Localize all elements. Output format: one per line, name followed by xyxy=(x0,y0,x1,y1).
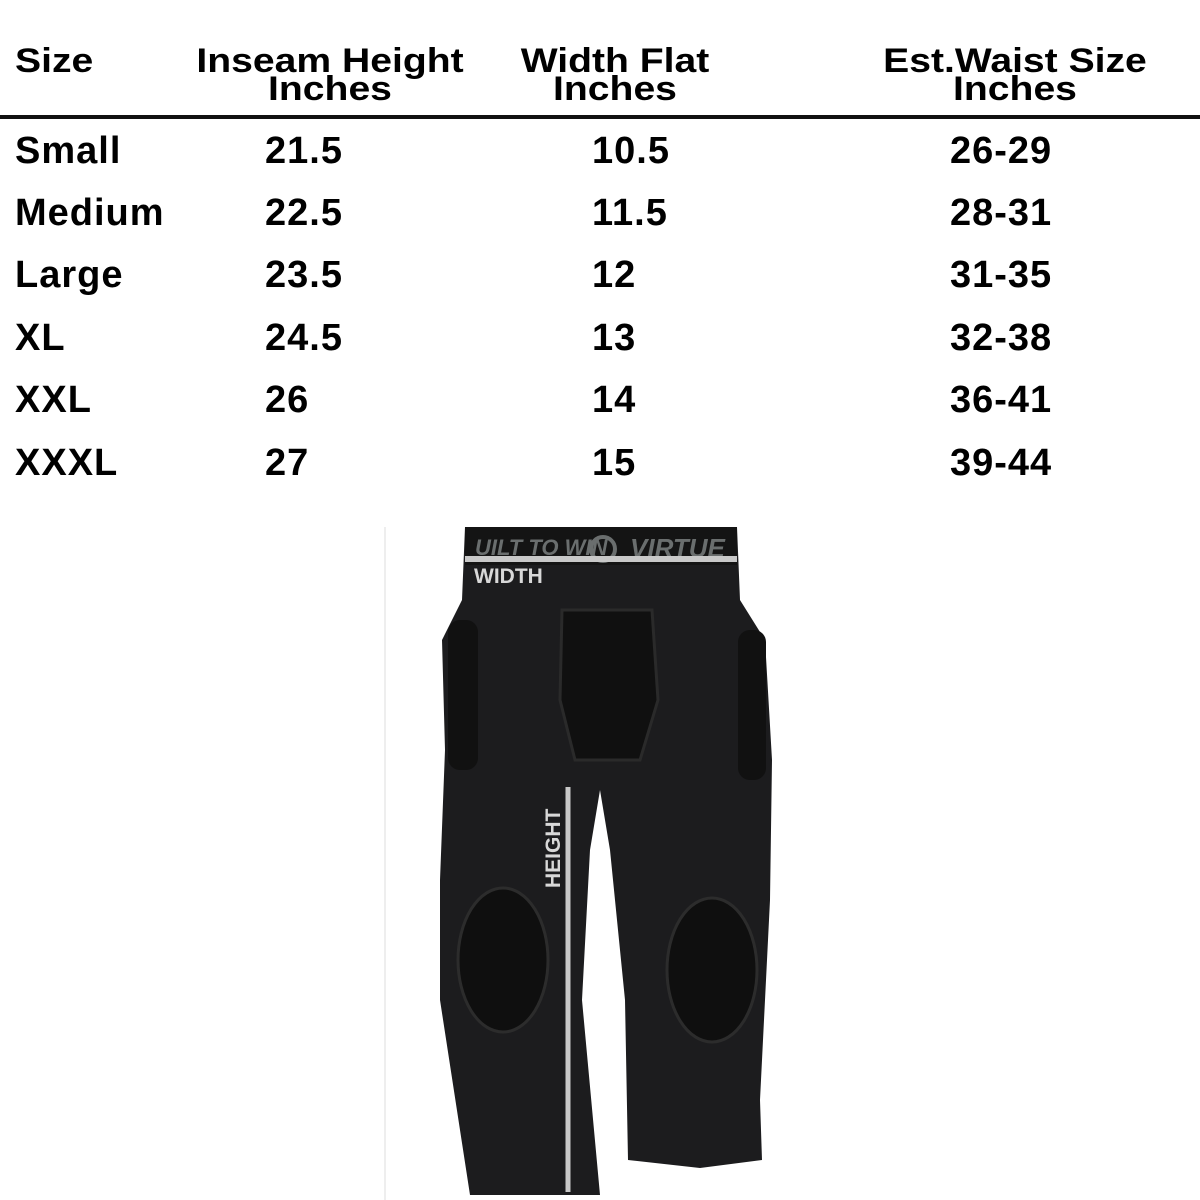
header-size: Size xyxy=(15,44,93,78)
compression-pants: UILT TO WIN VIRTUE xyxy=(440,527,772,1195)
size-cell: Medium xyxy=(15,192,165,234)
header-waist: Est.Waist Size Inches xyxy=(848,42,1182,108)
header-divider xyxy=(0,115,1200,119)
header-unit: Inches xyxy=(953,70,1077,108)
inseam-cell: 23.5 xyxy=(265,254,343,296)
width-cell: 12 xyxy=(592,254,637,296)
width-cell: 10.5 xyxy=(592,130,670,172)
right-hip-pad xyxy=(738,630,766,780)
header-unit: Inches xyxy=(553,70,677,108)
size-cell: Large xyxy=(15,254,124,296)
width-cell: 15 xyxy=(592,442,637,484)
header-label: Width Flat xyxy=(520,42,710,80)
inseam-cell: 26 xyxy=(265,379,310,421)
header-inseam: Inseam Height Inches xyxy=(169,42,491,108)
header-unit: Inches xyxy=(268,70,392,108)
waistband-text: UILT TO WIN xyxy=(475,535,608,560)
width-cell: 14 xyxy=(592,379,637,421)
size-cell: XL xyxy=(15,317,66,359)
size-cell: XXL xyxy=(15,379,92,421)
header-width: Width Flat Inches xyxy=(483,42,748,108)
width-cell: 13 xyxy=(592,317,637,359)
inseam-cell: 21.5 xyxy=(265,130,343,172)
waist-cell: 28-31 xyxy=(950,192,1053,234)
header-label: Size xyxy=(15,42,94,80)
size-cell: Small xyxy=(15,130,122,172)
right-knee-pad xyxy=(665,896,759,1044)
left-knee-pad xyxy=(456,886,550,1034)
inseam-cell: 24.5 xyxy=(265,317,343,359)
waist-cell: 39-44 xyxy=(950,442,1053,484)
header-label: Inseam Height xyxy=(196,42,464,80)
groin-pad xyxy=(558,608,660,762)
waist-cell: 26-29 xyxy=(950,130,1053,172)
height-label: HEIGHT xyxy=(542,808,565,888)
header-label: Est.Waist Size xyxy=(883,42,1147,80)
width-label: WIDTH xyxy=(474,565,543,588)
left-hip-pad xyxy=(448,620,478,770)
waist-cell: 31-35 xyxy=(950,254,1053,296)
inseam-cell: 27 xyxy=(265,442,310,484)
waist-cell: 32-38 xyxy=(950,317,1053,359)
width-cell: 11.5 xyxy=(592,192,668,234)
waist-cell: 36-41 xyxy=(950,379,1053,421)
size-cell: XXXL xyxy=(15,442,119,484)
inseam-cell: 22.5 xyxy=(265,192,343,234)
